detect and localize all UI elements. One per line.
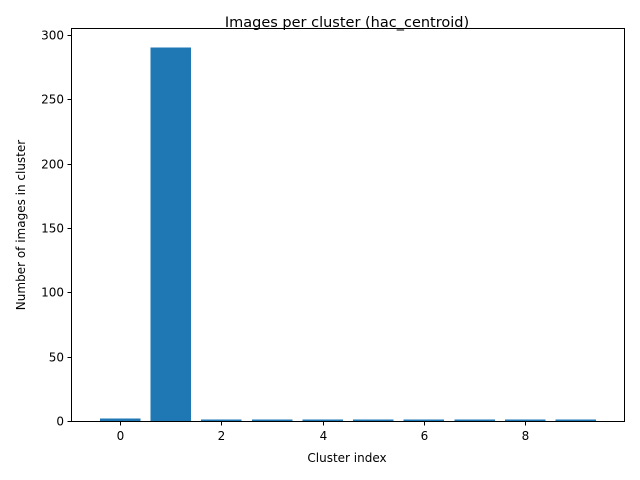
- y-tick-label: 150: [41, 222, 64, 236]
- bar-cluster-9: [555, 419, 597, 421]
- x-tick-label: 8: [522, 429, 530, 443]
- bar-cluster-3: [251, 419, 293, 421]
- bar-cluster-8: [504, 419, 546, 421]
- y-tick-label: 200: [41, 158, 64, 172]
- x-tick-label: 6: [421, 429, 429, 443]
- bar-cluster-0: [99, 418, 141, 421]
- y-axis-ticks: 0 50 100 150 200 250 300: [41, 29, 72, 429]
- bar-cluster-4: [302, 419, 343, 421]
- y-tick-label: 250: [41, 93, 64, 107]
- y-tick-label: 0: [56, 415, 64, 429]
- x-axis-label: Cluster index: [307, 451, 386, 465]
- plot-frame: [71, 28, 625, 422]
- y-axis-label: Number of images in cluster: [14, 140, 28, 310]
- x-tick-label: 2: [218, 429, 226, 443]
- bars: [99, 47, 597, 422]
- x-axis-ticks: 0 2 4 6 8: [117, 421, 530, 443]
- x-tick-label: 4: [320, 429, 328, 443]
- bar-cluster-7: [454, 419, 495, 421]
- chart-title: Images per cluster (hac_centroid): [225, 15, 469, 31]
- y-tick-label: 300: [41, 29, 64, 43]
- bar-cluster-1: [150, 47, 192, 422]
- y-tick-label: 100: [41, 286, 64, 300]
- x-tick-label: 0: [117, 429, 125, 443]
- bar-cluster-5: [353, 419, 394, 421]
- y-tick-label: 50: [49, 351, 64, 365]
- bar-cluster-6: [403, 419, 445, 421]
- bar-cluster-2: [201, 419, 242, 421]
